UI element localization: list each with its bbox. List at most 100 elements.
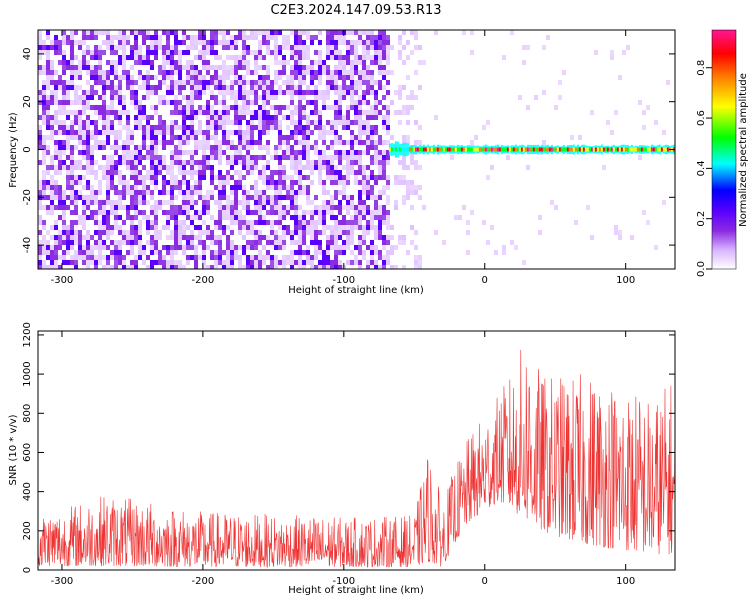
spectrogram-cell <box>162 185 166 190</box>
signal-band-core <box>444 147 447 152</box>
spectrogram-cell <box>90 55 94 60</box>
spectrogram-cell <box>362 120 366 125</box>
spectrogram-cell <box>242 175 246 180</box>
spectrogram-cell <box>174 85 178 90</box>
spectrogram-cell <box>274 45 278 50</box>
spectrogram-cell <box>470 115 474 120</box>
spectrogram-cell <box>62 140 66 145</box>
spectrogram-cell <box>162 175 166 180</box>
spectrogram-cell <box>262 30 266 35</box>
spectrogram-cell <box>278 195 282 200</box>
spectrogram-cell <box>338 65 342 70</box>
spectrogram-cell <box>226 75 230 80</box>
spectrogram-cell <box>350 140 354 145</box>
spectrogram-cell <box>198 35 202 40</box>
spectrogram-cell <box>374 155 378 160</box>
spectrogram-cell <box>82 90 86 95</box>
spectrogram-cell <box>234 75 238 80</box>
spectrogram-cell <box>366 225 370 230</box>
spectrogram-cell <box>146 35 150 40</box>
spectrogram-cell <box>386 200 390 205</box>
spectrogram-cell <box>66 175 70 180</box>
spectrogram-cell <box>322 185 326 190</box>
spectrogram-cell <box>206 100 210 105</box>
spectrogram-cell <box>302 190 306 195</box>
spectrogram-cell <box>154 215 158 220</box>
spectrogram-cell <box>66 140 70 145</box>
spectrogram-cell <box>46 210 50 215</box>
spectrogram-cell <box>182 175 186 180</box>
spectrogram-cell <box>98 50 102 55</box>
spectrogram-cell <box>178 75 182 80</box>
spectrogram-cell <box>38 260 42 265</box>
spectrogram-cell <box>198 225 202 230</box>
spectrogram-cell <box>182 135 186 140</box>
spectrogram-cell <box>86 190 90 195</box>
spectrogram-cell <box>330 35 334 40</box>
spectrogram-cell <box>330 180 334 185</box>
spectrogram-cell <box>614 230 618 235</box>
spectrogram-cell <box>354 260 358 265</box>
spectrogram-cell <box>386 70 390 75</box>
spectrogram-cell <box>362 140 366 145</box>
spectrogram-cell <box>202 40 206 45</box>
spectrogram-cell <box>294 35 298 40</box>
spectrogram-cell <box>70 110 74 115</box>
spectrogram-cell <box>266 175 270 180</box>
spectrogram-cell <box>362 195 366 200</box>
spectrogram-cell <box>418 165 422 170</box>
spectrogram-cell <box>242 155 246 160</box>
spectrogram-cell <box>378 165 382 170</box>
spectrogram-cell <box>338 265 342 269</box>
spectrogram-cell <box>318 135 322 140</box>
spectrogram-cell <box>122 220 126 225</box>
spectrogram-cell <box>186 135 190 140</box>
spectrogram-cell <box>62 225 66 230</box>
spectrogram-cell <box>410 90 414 95</box>
spectrogram-cell <box>382 215 386 220</box>
spectrogram-cell <box>222 30 226 35</box>
signal-band-core <box>440 147 443 152</box>
spectrogram-cell <box>358 170 362 175</box>
signal-band-core <box>574 147 577 152</box>
spectrogram-cell <box>174 75 178 80</box>
spectrogram-cell <box>254 220 258 225</box>
spectrogram-cell <box>246 145 250 150</box>
spectrogram-cell <box>274 255 278 260</box>
spectrogram-cell <box>398 50 402 55</box>
spectrogram-cell <box>54 100 58 105</box>
spectrogram-cell <box>258 195 262 200</box>
spectrogram-cell <box>330 240 334 245</box>
spectrogram-cell <box>150 180 154 185</box>
spectrogram-cell <box>186 130 190 135</box>
colorbar-tick-label: 0.2 <box>696 211 707 227</box>
spectrogram-cell <box>298 225 302 230</box>
spectrogram-cell <box>322 190 326 195</box>
spectrogram-cell <box>214 230 218 235</box>
spectrogram-cell <box>90 130 94 135</box>
spectrogram-cell <box>138 120 142 125</box>
spectrogram-cell <box>374 200 378 205</box>
spectrogram-cell <box>182 205 186 210</box>
spectrogram-cell <box>58 50 62 55</box>
spectrogram-cell <box>146 85 150 90</box>
spectrogram-cell <box>46 55 50 60</box>
spectrogram-cell <box>378 95 382 100</box>
spectrogram-cell <box>350 130 354 135</box>
spectrogram-cell <box>66 35 70 40</box>
spectrogram-cell <box>62 30 66 35</box>
spectrogram-cell <box>178 190 182 195</box>
signal-band-core <box>528 147 531 152</box>
spectrogram-cell <box>166 260 170 265</box>
spectrogram-cell <box>46 240 50 245</box>
spectrogram-cell <box>366 130 370 135</box>
spectrogram-cell <box>174 120 178 125</box>
y-tick-label: 0 <box>22 567 33 573</box>
spectrogram-cell <box>334 140 338 145</box>
spectrogram-cell <box>326 200 330 205</box>
spectrogram-cell <box>378 150 382 155</box>
spectrogram-cell <box>254 60 258 65</box>
spectrogram-cell <box>294 130 298 135</box>
spectrogram-cell <box>290 135 294 140</box>
spectrogram-cell <box>294 165 298 170</box>
